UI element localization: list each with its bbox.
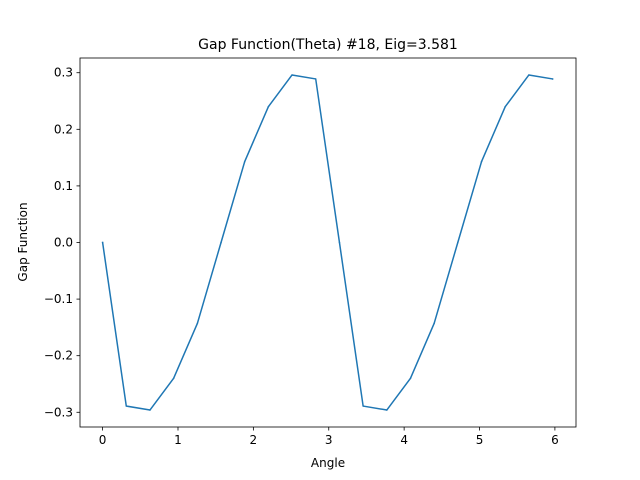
data-point <box>172 377 175 380</box>
data-point <box>267 105 270 108</box>
y-tick-label: −0.3 <box>44 405 73 419</box>
data-point <box>457 241 459 244</box>
y-tick-label: 0.1 <box>54 179 73 193</box>
x-tick-label: 5 <box>476 433 484 447</box>
axes-frame <box>79 57 577 428</box>
series-line-0 <box>101 74 554 411</box>
data-point <box>196 322 199 325</box>
data-point <box>243 160 246 163</box>
x-tick-label: 3 <box>325 433 333 447</box>
data-point <box>504 105 506 108</box>
y-tick-label: 0.0 <box>54 236 73 250</box>
data-point <box>409 377 412 380</box>
x-tick-label: 1 <box>174 433 182 447</box>
x-tick-label: 0 <box>99 433 107 447</box>
data-point <box>291 74 293 76</box>
x-tick-label: 2 <box>250 433 258 447</box>
x-tick-label: 6 <box>551 433 559 447</box>
data-point <box>125 405 128 407</box>
y-tick-label: −0.2 <box>44 349 73 363</box>
y-axis-label: Gap Function <box>16 202 30 281</box>
data-point <box>338 241 341 244</box>
data-point <box>101 241 104 244</box>
data-point <box>551 78 554 80</box>
x-tick-label: 4 <box>400 433 408 447</box>
y-tick-label: −0.1 <box>44 292 73 306</box>
y-tick-label: 0.2 <box>54 122 73 136</box>
data-point <box>362 405 364 407</box>
x-axis-label: Angle <box>311 456 345 470</box>
y-tick-label: 0.3 <box>54 66 73 80</box>
data-point <box>314 78 317 80</box>
data-point <box>220 241 222 244</box>
data-point <box>433 322 435 325</box>
data-point <box>480 160 483 163</box>
data-point <box>386 409 388 411</box>
plot-area: 0 1 2 3 4 5 6 −0.3 −0.2 −0.1 0.0 0.1 0.2 0.3 <box>44 57 577 447</box>
data-point <box>528 74 530 76</box>
data-point <box>149 409 151 411</box>
chart-title: Gap Function(Theta) #18, Eig=3.581 <box>198 37 458 53</box>
